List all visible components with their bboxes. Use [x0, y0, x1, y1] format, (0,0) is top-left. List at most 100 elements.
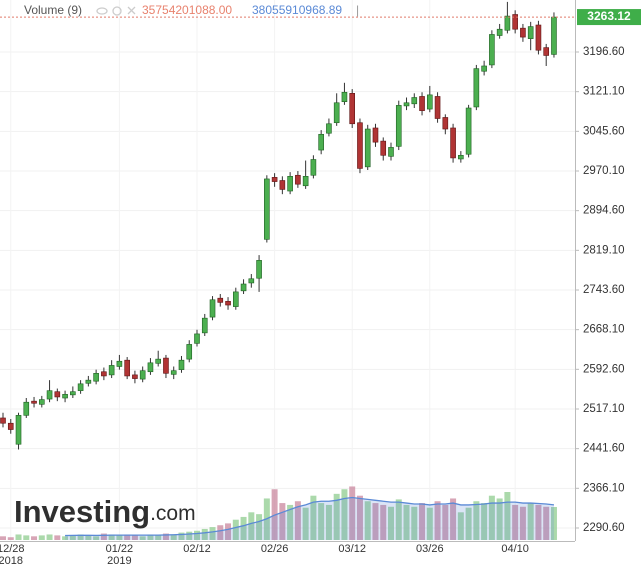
volume-bar — [209, 527, 216, 540]
eye-icon[interactable] — [96, 7, 108, 15]
volume-bar — [411, 506, 418, 540]
candle-body — [15, 415, 22, 445]
volume-bar — [333, 493, 340, 540]
candle-body — [512, 14, 518, 30]
volume-bar — [426, 507, 433, 540]
volume-bar — [294, 501, 301, 540]
candle-body — [403, 102, 410, 107]
candle-body — [520, 27, 526, 38]
volume-bar — [194, 530, 200, 540]
volume-bar — [434, 501, 441, 540]
volume-bar — [62, 536, 69, 540]
volume-bar — [232, 519, 239, 540]
candle-body — [295, 174, 301, 185]
volume-bar — [372, 503, 379, 540]
volume-bar — [131, 535, 138, 540]
candle-body — [240, 283, 247, 292]
volume-bar — [139, 536, 146, 540]
volume-bar — [46, 534, 53, 540]
volume-bar — [77, 534, 84, 540]
y-tick-label: 2743.60 — [583, 284, 625, 296]
volume-bar — [543, 506, 550, 540]
watermark-text: Investing.com — [14, 494, 196, 529]
candle-body — [0, 417, 6, 424]
x-tick-label: 02/26 — [261, 543, 289, 555]
volume-bar — [488, 495, 495, 540]
y-tick-label: 2668.10 — [583, 324, 625, 336]
volume-bar — [116, 535, 123, 540]
candle-body — [139, 370, 146, 380]
candle-body — [194, 333, 200, 344]
volume-ma-area — [65, 497, 554, 540]
volume-bar — [248, 512, 255, 540]
candle-body — [155, 358, 161, 364]
y-tick-label: 2290.60 — [583, 522, 625, 534]
candle-body — [357, 122, 363, 169]
candle-body — [341, 91, 348, 103]
volume-bar — [465, 507, 472, 540]
volume-bar — [147, 534, 154, 540]
candle-body — [46, 390, 53, 400]
volume-bar — [356, 495, 363, 540]
candle-body — [504, 15, 511, 31]
candle-body — [302, 176, 309, 187]
volume-bar — [23, 535, 30, 540]
close-icon[interactable] — [127, 6, 136, 15]
legend-ma: 38055910968.89 — [252, 3, 342, 17]
axes: 3196.60 3121.10 3045.60 2970.10 2894.60 2819.… — [0, 9, 641, 567]
y-tick-label: 3121.10 — [583, 86, 625, 98]
volume-bar — [217, 525, 224, 540]
candle-body — [93, 373, 99, 382]
volume-bar — [201, 528, 208, 540]
candle-body — [372, 127, 379, 143]
candle-body — [434, 96, 441, 119]
candle-body — [318, 133, 324, 151]
volume-bar — [93, 536, 100, 540]
candle-body — [442, 117, 449, 130]
x-tick-label: 01/22 — [106, 543, 134, 555]
candle-body — [419, 96, 425, 111]
volume-bar — [54, 535, 61, 540]
volume-bar — [450, 498, 457, 540]
volume-bar — [178, 532, 185, 540]
candle-body — [395, 105, 402, 147]
y-tick-label: 3045.60 — [583, 125, 625, 137]
candle-body — [411, 97, 418, 105]
volume-bar — [31, 536, 38, 540]
candle-body — [527, 26, 534, 39]
candle-body — [217, 297, 224, 303]
volume-bar — [527, 503, 534, 540]
candle-body — [233, 291, 239, 307]
volume-bar — [325, 504, 332, 540]
legend-name: Volume (9) — [24, 3, 82, 17]
volume-bar — [496, 498, 503, 540]
candle-body — [380, 140, 387, 156]
volume-bar — [279, 503, 286, 540]
candle-body — [101, 371, 107, 377]
candle-body — [124, 359, 130, 377]
candle-body — [147, 362, 154, 373]
volume-bar — [186, 531, 193, 540]
candle-body — [426, 94, 433, 110]
x-tick-label: 12/28 — [0, 543, 25, 555]
volume-bar — [364, 501, 371, 540]
gear-icon[interactable] — [112, 6, 122, 16]
candle-body — [333, 102, 340, 124]
candle-body — [458, 154, 464, 160]
candle-body — [279, 180, 286, 190]
volume-bar — [7, 537, 14, 540]
volume-bar — [256, 514, 263, 540]
volume-bar — [550, 506, 557, 540]
candle-body — [551, 16, 557, 55]
volume-bar — [403, 504, 410, 540]
legend-separator: | — [356, 3, 359, 17]
y-tick-label: 2970.10 — [583, 165, 625, 177]
y-tick-label: 2441.60 — [583, 443, 625, 455]
volume-pane — [0, 486, 557, 540]
candle-body — [170, 370, 177, 375]
candle-body — [256, 260, 262, 279]
candle-body — [7, 422, 14, 430]
volume-bar — [38, 535, 45, 540]
x-year-label: 2018 — [0, 555, 23, 567]
